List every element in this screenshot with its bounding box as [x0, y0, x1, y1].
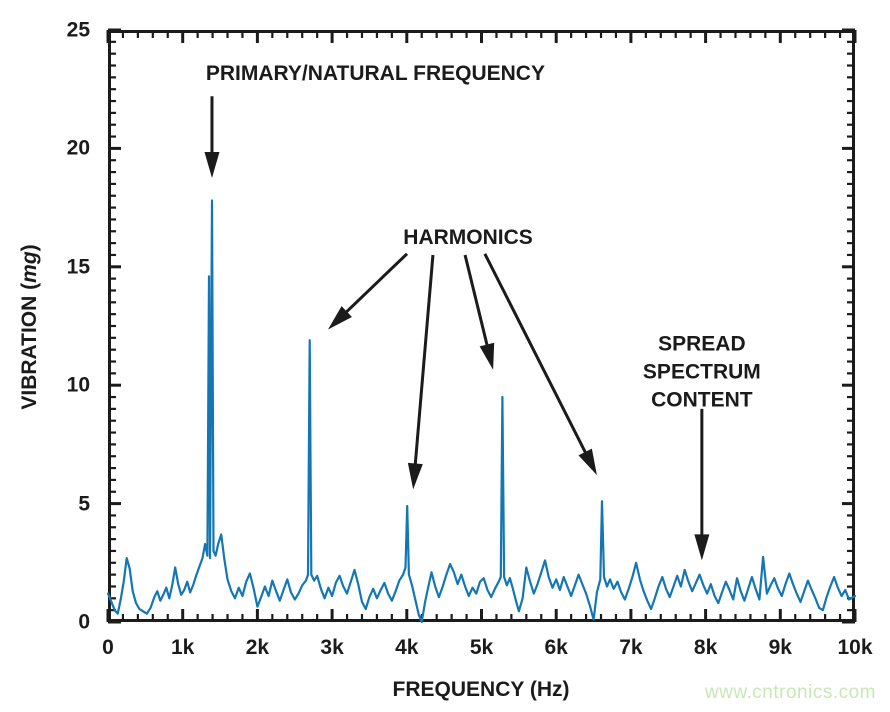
x-tick-label: 2k	[245, 636, 270, 659]
y-tick-label: 10	[66, 373, 90, 397]
annotation-arrow-shaft	[483, 253, 592, 464]
annotation-arrowhead	[479, 342, 495, 370]
watermark: www.cntronics.com	[704, 682, 876, 703]
plot-frame	[108, 30, 855, 622]
x-tick-label: 9k	[768, 636, 792, 659]
x-tick-label: 8k	[693, 636, 718, 659]
primary-label: PRIMARY/NATURAL FREQUENCY	[205, 61, 545, 85]
x-tick-label: 5k	[469, 636, 494, 659]
y-tick-label: 15	[66, 255, 90, 279]
annotation-arrow-shaft	[337, 252, 409, 321]
y-axis-title-suffix: )	[18, 244, 41, 252]
y-tick-label: 20	[66, 136, 90, 160]
y-tick-label: 5	[78, 492, 90, 516]
annotation-arrowhead	[407, 462, 423, 490]
plot-area	[106, 28, 857, 624]
x-tick-label: 6k	[544, 636, 568, 659]
spread-label: SPREAD SPECTRUM CONTENT	[642, 332, 761, 412]
x-tick-label: 3k	[320, 636, 344, 659]
x-axis-title: FREQUENCY (Hz)	[392, 678, 570, 701]
spectrum-plot	[106, 28, 857, 624]
x-tick-label: 7k	[619, 636, 643, 659]
annotation-arrow-shaft	[412, 254, 435, 476]
harmonics-label: HARMONICS	[403, 226, 533, 250]
x-tick-label: 1k	[171, 636, 195, 659]
y-tick-label: 0	[78, 610, 90, 634]
x-tick-label: 10k	[837, 636, 873, 659]
x-tick-label: 0	[102, 636, 114, 659]
spectrum-line	[106, 199, 857, 624]
y-tick-label: 25	[66, 18, 90, 42]
annotation-arrowhead	[578, 448, 597, 476]
x-tick-label: 4k	[395, 636, 419, 659]
annotation-arrowhead	[327, 306, 352, 330]
annotation-arrow-shaft	[463, 254, 492, 357]
annotation-arrowhead	[204, 152, 220, 178]
annotation-arrowhead	[694, 534, 710, 561]
